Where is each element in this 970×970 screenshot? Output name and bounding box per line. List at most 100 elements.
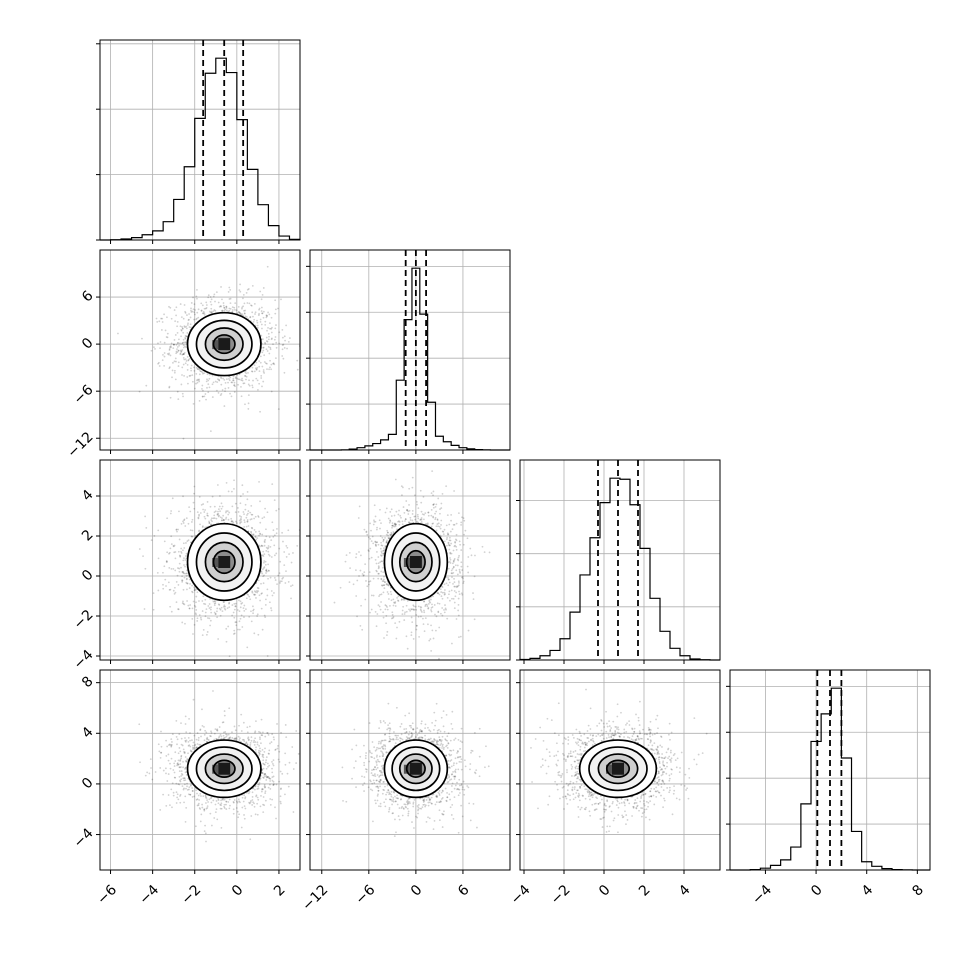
scatter-point <box>248 302 251 305</box>
scatter-point <box>255 368 258 371</box>
scatter-point <box>441 530 444 533</box>
scatter-point <box>241 307 243 310</box>
scatter-point <box>265 572 267 574</box>
scatter-point <box>435 529 438 532</box>
scatter-point <box>193 586 195 589</box>
scatter-point <box>441 586 444 589</box>
scatter-point <box>247 402 250 405</box>
scatter-point <box>225 511 227 514</box>
scatter-point <box>420 615 422 618</box>
scatter-point <box>203 395 206 398</box>
scatter-point <box>281 531 283 534</box>
scatter-point <box>359 569 362 572</box>
scatter-point <box>181 342 184 344</box>
scatter-point <box>266 350 269 352</box>
scatter-point <box>178 570 181 573</box>
scatter-point <box>379 547 382 550</box>
scatter-point <box>451 528 454 531</box>
scatter-point <box>226 378 228 381</box>
scatter-point <box>193 485 196 488</box>
scatter-point <box>261 568 264 571</box>
scatter-point <box>259 318 262 321</box>
scatter-point <box>216 484 219 486</box>
scatter-point <box>173 309 176 311</box>
scatter-point <box>201 526 204 529</box>
scatter-point <box>432 506 435 509</box>
scatter-point <box>183 325 186 328</box>
scatter-point <box>225 305 228 308</box>
scatter-point <box>250 533 253 536</box>
scatter-point <box>172 343 175 346</box>
scatter-point <box>181 327 184 330</box>
scatter-point <box>450 513 453 516</box>
scatter-point <box>458 582 460 584</box>
scatter-point <box>204 526 207 529</box>
scatter-point <box>168 386 171 389</box>
scatter-point <box>453 490 455 492</box>
scatter-point <box>218 379 221 382</box>
scatter-point <box>144 567 147 570</box>
scatter-point <box>279 582 281 584</box>
scatter-point <box>184 310 187 313</box>
scatter-point <box>453 590 456 592</box>
x-tick-label: −4 <box>749 882 775 908</box>
scatter-point <box>272 362 275 365</box>
scatter-point <box>457 559 460 562</box>
scatter-point <box>186 540 189 543</box>
scatter-point <box>392 616 395 618</box>
scatter-point <box>385 507 388 510</box>
scatter-point <box>216 381 219 384</box>
scatter-point <box>472 598 475 601</box>
scatter-point <box>425 603 428 606</box>
scatter-point <box>228 298 231 300</box>
scatter-point <box>226 510 229 512</box>
scatter-point <box>185 581 188 584</box>
scatter-point <box>196 617 199 620</box>
scatter-point <box>469 547 472 550</box>
scatter-point <box>212 310 215 313</box>
scatter-point <box>333 601 336 604</box>
scatter-point <box>159 341 162 343</box>
scatter-point <box>454 595 457 598</box>
scatter-point <box>385 622 388 625</box>
scatter-point <box>182 549 184 552</box>
scatter-point <box>211 520 213 523</box>
scatter-point <box>202 595 205 598</box>
scatter-point <box>168 552 170 555</box>
scatter-point <box>234 376 237 379</box>
scatter-point <box>170 567 173 570</box>
scatter-point <box>168 305 170 308</box>
scatter-point <box>183 351 186 354</box>
scatter-point <box>206 386 208 389</box>
scatter-point <box>202 395 204 398</box>
scatter-point <box>198 380 201 383</box>
scatter-point <box>396 528 398 531</box>
scatter-point <box>162 353 164 356</box>
scatter-point <box>182 353 185 355</box>
scatter-point <box>228 601 231 604</box>
scatter-point <box>168 349 171 351</box>
scatter-point <box>269 545 272 548</box>
scatter-point <box>264 563 267 566</box>
scatter-point <box>383 584 386 586</box>
scatter-point <box>184 358 187 361</box>
scatter-point <box>463 533 465 536</box>
scatter-point <box>445 538 448 541</box>
scatter-point <box>243 513 245 516</box>
scatter-point <box>231 520 234 523</box>
scatter-point <box>265 314 268 317</box>
scatter-point <box>184 336 187 339</box>
scatter-point <box>205 608 208 611</box>
scatter-point <box>365 530 368 533</box>
scatter-point <box>209 430 212 433</box>
scatter-point <box>384 511 387 514</box>
scatter-point <box>391 611 394 614</box>
scatter-point <box>228 379 231 382</box>
scatter-point <box>282 357 285 360</box>
histogram-bars-3 <box>730 687 930 871</box>
scatter-point <box>191 529 194 532</box>
scatter-point <box>452 597 455 600</box>
scatter-point <box>453 601 456 604</box>
scatter-point <box>379 593 381 596</box>
scatter-point <box>182 344 185 347</box>
